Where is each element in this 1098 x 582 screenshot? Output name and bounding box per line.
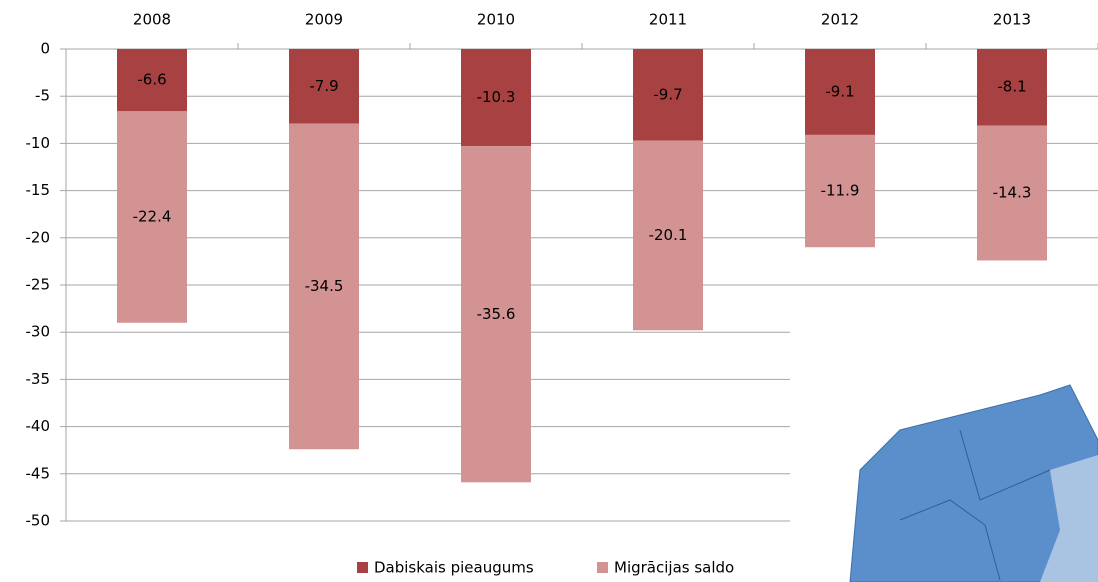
y-tick-label: -10 — [26, 134, 51, 152]
x-tick-label: 2010 — [477, 11, 515, 29]
map-region — [1040, 455, 1098, 582]
y-tick-label: 0 — [40, 40, 50, 58]
y-tick-label: -20 — [26, 228, 51, 246]
data-label: -20.1 — [649, 226, 688, 244]
x-tick-label: 2008 — [133, 11, 171, 29]
legend: Dabiskais pieaugums Migrācijas saldo — [357, 559, 734, 577]
legend-label: Migrācijas saldo — [614, 559, 734, 577]
bar-segment — [805, 134, 875, 248]
bar-segment — [289, 49, 359, 124]
y-tick-label: -15 — [26, 181, 51, 199]
bar-segment — [117, 111, 187, 323]
data-label: -9.1 — [825, 82, 854, 100]
y-tick-label: -30 — [26, 323, 51, 341]
bar-segment — [633, 49, 703, 141]
y-tick-label: -25 — [26, 276, 51, 294]
bar-segment — [805, 49, 875, 135]
map-border — [899, 429, 1051, 581]
y-tick-label: -45 — [26, 464, 51, 482]
bar-segment — [461, 49, 531, 147]
data-label: -9.7 — [653, 85, 682, 103]
bar-segment — [117, 49, 187, 112]
data-label: -35.6 — [477, 305, 516, 323]
data-label: -7.9 — [309, 77, 338, 95]
bar-segment — [461, 146, 531, 483]
data-label: -34.5 — [305, 277, 344, 295]
data-label: -22.4 — [133, 208, 172, 226]
x-tick-label: 2013 — [993, 11, 1031, 29]
bar-segment — [289, 123, 359, 450]
x-tick-label: 2011 — [649, 11, 687, 29]
data-label: -8.1 — [997, 78, 1026, 96]
map-shape — [849, 384, 1098, 582]
data-label: -11.9 — [821, 182, 860, 200]
y-tick-label: -40 — [26, 417, 51, 435]
legend-swatch — [357, 562, 368, 573]
y-tick-label: -50 — [26, 512, 51, 530]
bar-segment — [633, 140, 703, 331]
bar-segment — [977, 49, 1047, 126]
y-tick-label: -5 — [35, 87, 50, 105]
bar-segment — [977, 125, 1047, 261]
x-tick-label: 2012 — [821, 11, 859, 29]
legend-swatch — [597, 562, 608, 573]
x-tick-label: 2009 — [305, 11, 343, 29]
data-label: -10.3 — [477, 88, 516, 106]
legend-label: Dabiskais pieaugums — [374, 559, 534, 577]
y-tick-label: -35 — [26, 370, 51, 388]
data-label: -14.3 — [993, 183, 1032, 201]
data-label: -6.6 — [137, 71, 166, 89]
